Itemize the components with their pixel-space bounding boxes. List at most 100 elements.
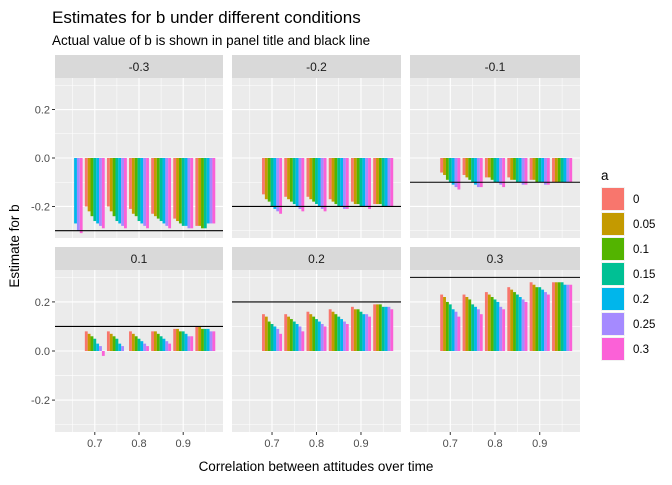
bar	[292, 158, 296, 205]
bar	[350, 158, 354, 202]
legend-label: 0.15	[633, 269, 655, 281]
bar	[448, 158, 452, 183]
bar	[270, 158, 274, 207]
bar	[137, 158, 141, 222]
legend-label: 0.2	[633, 294, 649, 306]
legend-label: 0.25	[633, 319, 655, 331]
bar	[118, 158, 122, 224]
facet-strip-label: -0.1	[485, 60, 506, 74]
bar	[298, 326, 302, 351]
bar	[156, 158, 160, 219]
bar	[381, 306, 385, 351]
bar	[378, 158, 382, 205]
bar	[168, 158, 172, 229]
bar	[140, 158, 144, 224]
bar	[121, 158, 124, 226]
bar	[184, 333, 188, 351]
bar	[143, 343, 147, 351]
bar	[151, 331, 154, 351]
bar	[350, 306, 354, 351]
bar	[535, 158, 539, 183]
bar	[90, 158, 94, 217]
bar	[203, 328, 207, 351]
bar	[168, 343, 172, 351]
bar	[173, 328, 177, 351]
legend-swatch	[602, 288, 624, 310]
bar	[465, 297, 469, 351]
bar	[96, 158, 100, 224]
bar	[513, 292, 516, 351]
bar	[538, 158, 542, 183]
bar	[165, 158, 169, 226]
facet-panels: -0.3-0.20.00.2-0.2 -0.10.1-0.20.00.20.7 0.…	[31, 55, 580, 450]
bar	[448, 304, 452, 351]
bar	[373, 158, 377, 205]
y-tick-label: -0.2	[31, 395, 50, 407]
bar	[529, 282, 533, 351]
bar	[76, 158, 80, 231]
bar	[118, 343, 122, 351]
bar	[109, 333, 113, 351]
bar	[462, 294, 466, 351]
bar	[557, 282, 561, 351]
bar	[312, 316, 316, 351]
bar	[535, 287, 539, 351]
bar	[276, 158, 280, 212]
bar	[131, 333, 135, 351]
bar	[510, 158, 514, 180]
bar	[206, 328, 210, 351]
bar	[129, 331, 132, 351]
facet-strip-label: 0.3	[487, 252, 504, 266]
bar	[121, 346, 124, 351]
bar	[345, 158, 349, 209]
bar	[515, 158, 519, 183]
bar	[195, 326, 199, 351]
facet-panel: 0.3 0.7 0.8 0.9	[410, 247, 580, 450]
bar	[566, 158, 570, 183]
y-axis-label: Estimate for b	[7, 204, 22, 287]
bar	[507, 287, 511, 351]
bar	[317, 321, 321, 351]
bar	[365, 314, 369, 351]
bar	[279, 333, 283, 351]
bar	[209, 158, 213, 224]
bar	[159, 158, 163, 222]
bar	[381, 158, 385, 207]
bar	[384, 306, 388, 351]
bar	[115, 158, 119, 222]
legend-label: 0	[633, 194, 639, 206]
bar	[93, 338, 97, 351]
bar	[317, 158, 321, 207]
bar	[353, 158, 357, 205]
bar	[343, 321, 346, 351]
bar	[493, 158, 497, 183]
bar	[262, 158, 265, 195]
bar	[79, 158, 83, 234]
bar	[101, 351, 105, 356]
bar	[301, 158, 305, 212]
bar	[451, 158, 455, 185]
bar	[328, 158, 332, 200]
bar	[356, 158, 360, 205]
bar	[84, 158, 88, 207]
bar	[146, 346, 149, 351]
bar	[131, 158, 135, 214]
bar	[84, 331, 88, 351]
bar	[178, 331, 182, 351]
bar	[552, 158, 555, 183]
bar	[323, 158, 327, 212]
facet-strip-label: 0.2	[308, 252, 325, 266]
bar	[195, 158, 199, 226]
bar	[87, 333, 91, 351]
facet-strip-label: 0.1	[131, 252, 148, 266]
x-tick-label: 0.7	[87, 438, 102, 450]
bar	[340, 319, 344, 351]
facet-strip	[410, 247, 580, 270]
bar	[74, 158, 77, 224]
facet-strip-label: -0.3	[129, 60, 150, 74]
bar	[112, 336, 116, 351]
bar	[115, 338, 119, 351]
bar	[515, 294, 519, 351]
bar	[146, 158, 149, 229]
bar	[134, 336, 138, 351]
